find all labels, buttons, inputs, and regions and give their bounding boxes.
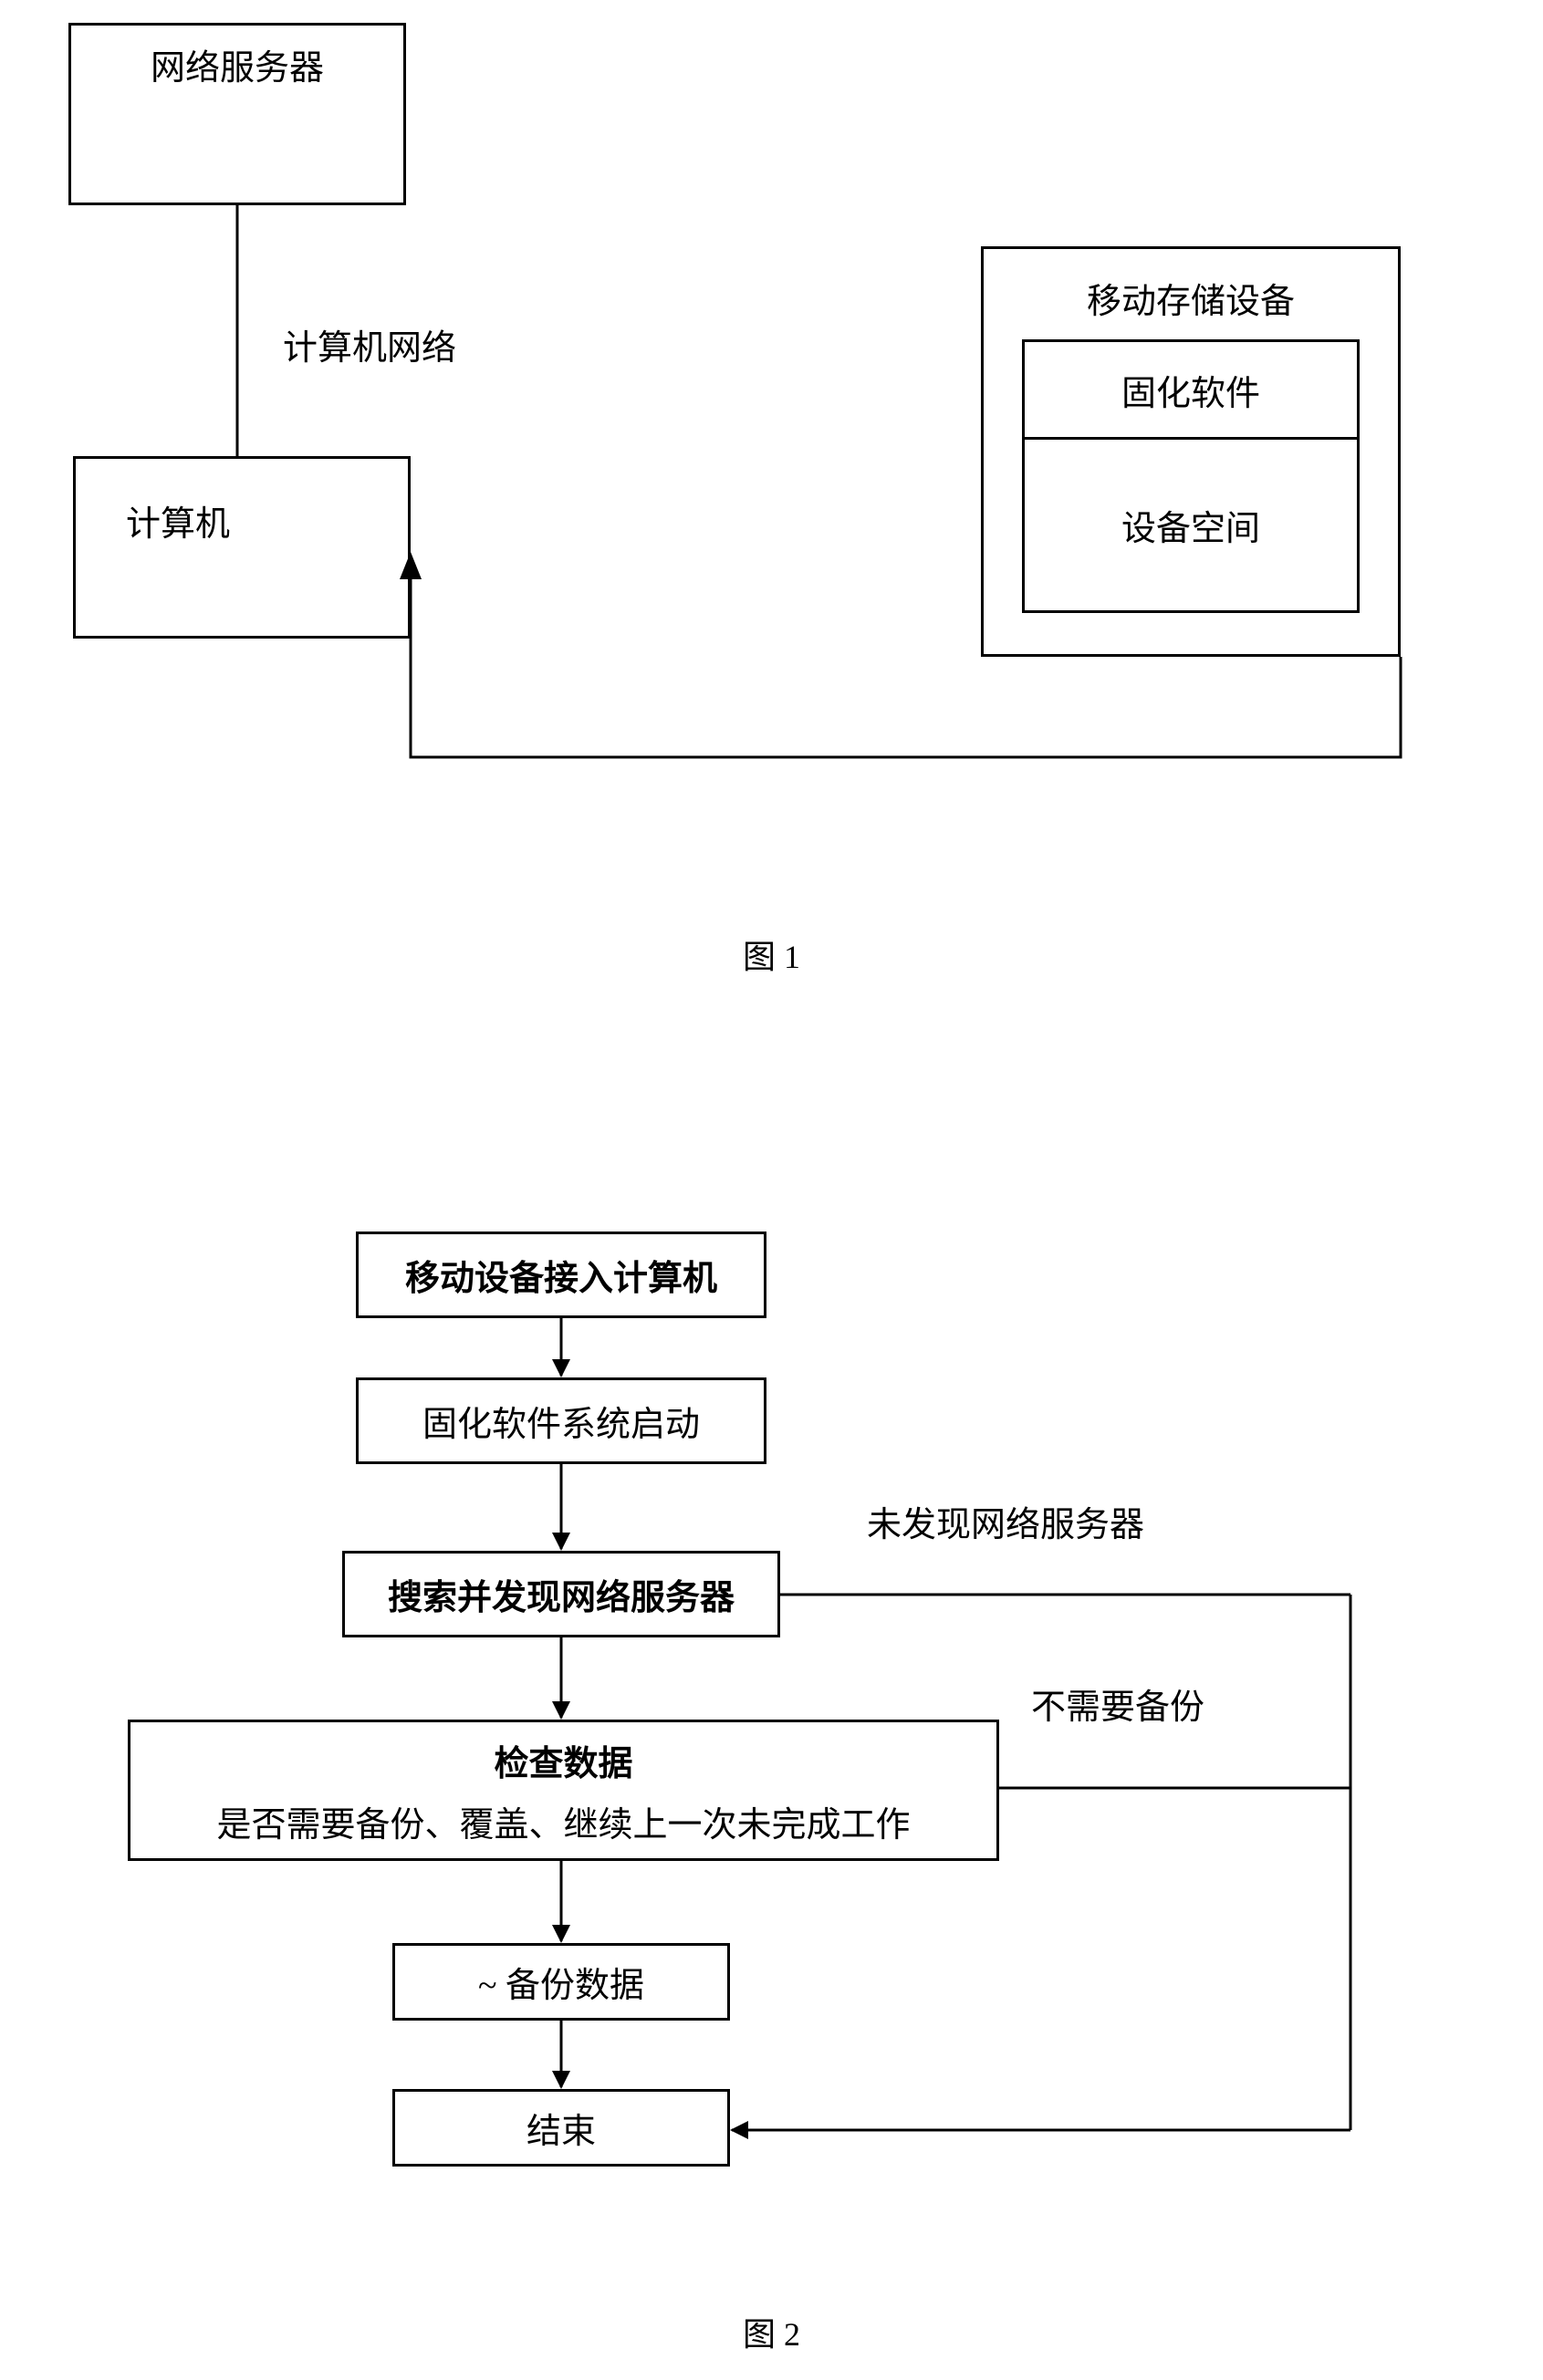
figure2-caption: 图 2 xyxy=(0,2308,1543,2355)
diagram-container: 网络服务器 计算机 计算机网络 移动存储设备 固化软件 设备空间 图 1 移动设… xyxy=(0,0,1543,2380)
step4-box: 检查数据 是否需要备份、覆盖、继续上一次未完成工作 xyxy=(128,1720,999,1861)
step2-label: 固化软件系统启动 xyxy=(422,1396,700,1446)
server-label: 网络服务器 xyxy=(151,39,324,89)
storage-device-label: 移动存储设备 xyxy=(984,273,1398,323)
step4-label-bottom: 是否需要备份、覆盖、继续上一次未完成工作 xyxy=(216,1796,910,1846)
branch-label-2: 不需要备份 xyxy=(1031,1678,1204,1729)
server-box: 网络服务器 xyxy=(68,23,406,205)
step1-label: 移动设备接入计算机 xyxy=(405,1250,717,1300)
figure1-caption: 图 1 xyxy=(0,930,1543,978)
firmware-box: 固化软件 xyxy=(1022,339,1360,440)
computer-box: 计算机 xyxy=(73,456,411,639)
device-space-label: 设备空间 xyxy=(1121,500,1260,550)
step5-label: ~ 备份数据 xyxy=(478,1957,644,2007)
network-label: 计算机网络 xyxy=(283,319,456,369)
step3-label: 搜索并发现网络服务器 xyxy=(388,1569,735,1619)
computer-label: 计算机 xyxy=(126,495,230,546)
storage-device-box: 移动存储设备 固化软件 设备空间 xyxy=(981,246,1401,657)
firmware-label: 固化软件 xyxy=(1121,365,1260,415)
step3-box: 搜索并发现网络服务器 xyxy=(342,1551,780,1637)
step6-label: 结束 xyxy=(526,2103,596,2153)
device-space-box: 设备空间 xyxy=(1022,440,1360,613)
step4-label-top: 检查数据 xyxy=(494,1735,632,1785)
step5-box: ~ 备份数据 xyxy=(392,1943,730,2021)
step2-box: 固化软件系统启动 xyxy=(356,1377,766,1464)
branch-label-1: 未发现网络服务器 xyxy=(867,1496,1144,1546)
step6-box: 结束 xyxy=(392,2089,730,2167)
step1-box: 移动设备接入计算机 xyxy=(356,1232,766,1318)
